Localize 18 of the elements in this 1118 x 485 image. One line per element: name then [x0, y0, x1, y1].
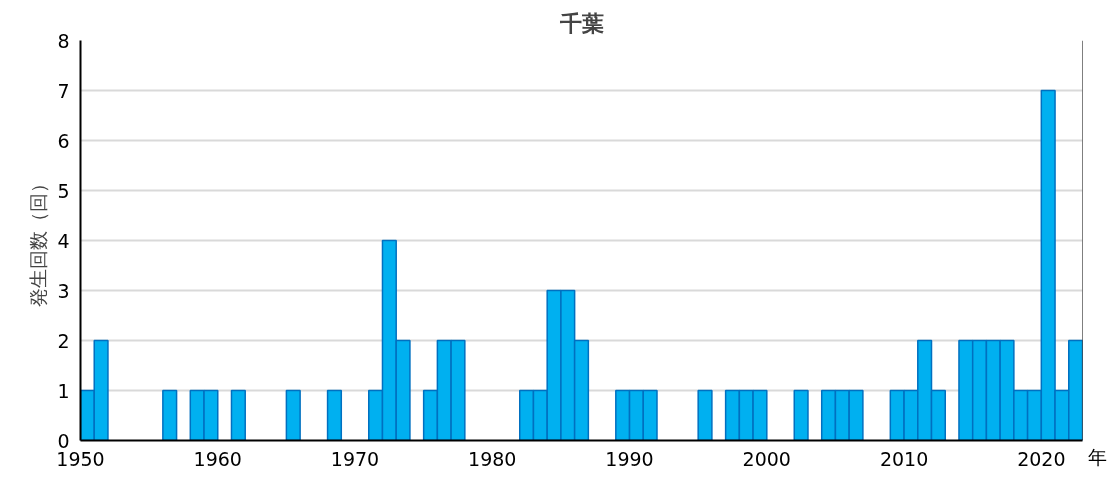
y-tick-label: 5 [57, 179, 70, 202]
y-tick-label: 3 [57, 279, 70, 302]
x-tick-label: 2010 [879, 447, 929, 470]
y-tick-label: 2 [57, 329, 70, 352]
y-axis-title: 発生回数（回） [27, 174, 50, 307]
x-tick-label: 1960 [193, 447, 242, 470]
y-tick-label: 8 [57, 29, 70, 52]
x-tick-label: 2000 [742, 447, 791, 470]
chart-title: 千葉 [558, 10, 604, 36]
y-tick-label: 6 [57, 129, 70, 152]
x-tick-label: 1970 [330, 447, 380, 470]
x-axis-title: 年 [1088, 445, 1107, 470]
y-tick-label: 4 [57, 229, 70, 252]
x-tick-label: 1990 [605, 447, 654, 470]
x-tick-label: 2020 [1017, 447, 1066, 470]
x-tick-label: 1980 [468, 447, 517, 470]
y-tick-label: 7 [57, 79, 70, 102]
y-tick-label: 1 [57, 379, 70, 402]
